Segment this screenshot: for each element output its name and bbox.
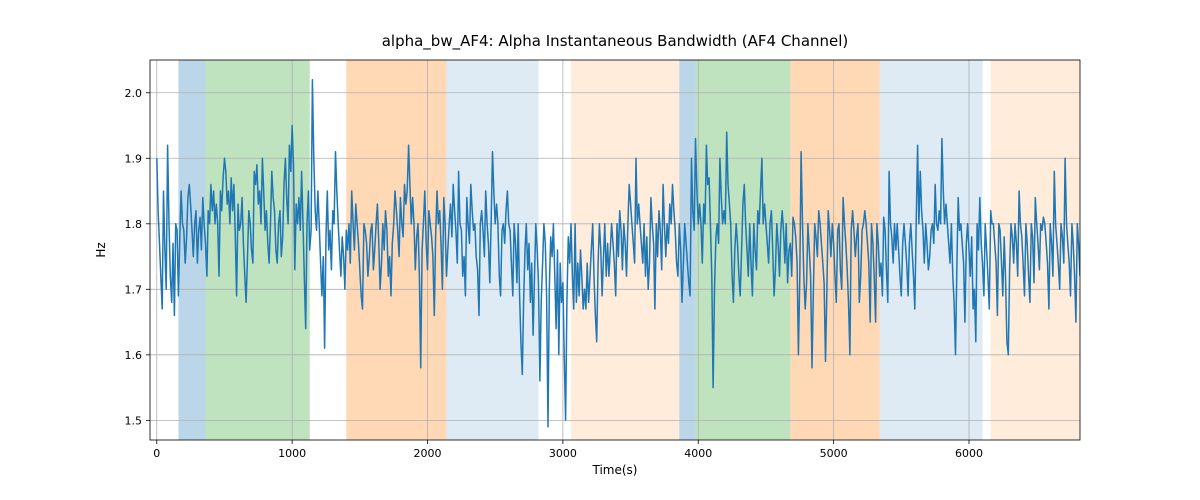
xtick-label: 6000	[955, 447, 983, 460]
xtick-label: 0	[153, 447, 160, 460]
ytick-label: 1.8	[125, 218, 143, 231]
xtick-label: 5000	[820, 447, 848, 460]
ytick-label: 2.0	[125, 87, 143, 100]
xtick-label: 3000	[549, 447, 577, 460]
xlabel: Time(s)	[592, 463, 638, 477]
chart-container: 0 1000 2000 3000 4000 5000 6000 1.5 1.6 1.7 1.8 1.9…	[0, 0, 1200, 500]
chart-svg: 0 1000 2000 3000 4000 5000 6000 1.5 1.6 1.7 1.8 1.9…	[0, 0, 1200, 500]
chart-title: alpha_bw_AF4: Alpha Instantaneous Bandwi…	[382, 32, 849, 51]
ylabel: Hz	[94, 242, 108, 257]
ytick-label: 1.5	[125, 414, 143, 427]
xtick-label: 1000	[278, 447, 306, 460]
xtick-label: 4000	[684, 447, 712, 460]
ytick-label: 1.6	[125, 349, 143, 362]
ytick-label: 1.7	[125, 283, 143, 296]
ytick-label: 1.9	[125, 152, 143, 165]
xtick-label: 2000	[414, 447, 442, 460]
